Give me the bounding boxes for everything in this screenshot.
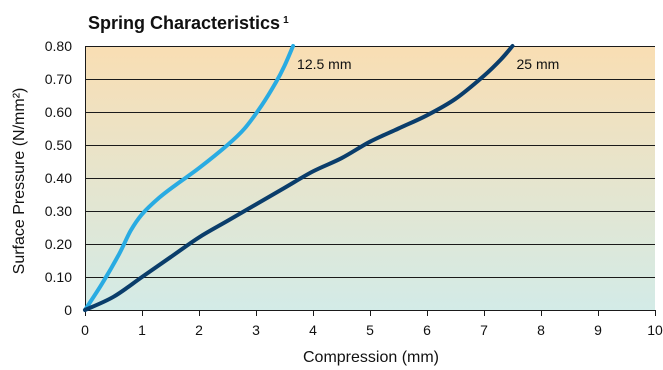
series-lines: [83, 44, 515, 312]
x-tick-label-5: 5: [366, 322, 374, 338]
chart-title-text: Spring Characteristics: [88, 13, 280, 33]
x-tick-labels: 0 1 2 3 4 5 6 7 8 9 10: [81, 322, 663, 338]
axes: [85, 46, 656, 316]
x-tick-label-2: 2: [195, 322, 203, 338]
y-tick-label-4: 0.40: [45, 170, 72, 186]
x-tick-label-7: 7: [480, 322, 488, 338]
y-tick-label-0: 0: [64, 302, 72, 318]
series-label-0: 12.5 mm: [297, 56, 351, 72]
y-tick-label-5: 0.50: [45, 137, 72, 153]
y-tick-label-6: 0.60: [45, 104, 72, 120]
gridlines: [85, 46, 655, 278]
y-axis-label: Surface Pressure (N/mm²): [11, 88, 28, 275]
y-tick-label-3: 0.30: [45, 203, 72, 219]
y-tick-label-2: 0.20: [45, 236, 72, 252]
series-line-1: [83, 44, 515, 312]
x-tick-label-10: 10: [647, 322, 663, 338]
y-tick-label-8: 0.80: [45, 38, 72, 54]
x-tick-label-0: 0: [81, 322, 89, 338]
chart-title: Spring Characteristics 1: [88, 13, 289, 33]
series-label-1: 25 mm: [517, 56, 560, 72]
series-labels: 12.5 mm 25 mm: [297, 56, 559, 72]
x-tick-label-8: 8: [537, 322, 545, 338]
x-tick-label-1: 1: [138, 322, 146, 338]
x-tick-label-9: 9: [594, 322, 602, 338]
x-tick-label-6: 6: [423, 322, 431, 338]
series-line-0: [83, 44, 296, 312]
x-tick-label-4: 4: [309, 322, 317, 338]
x-tick-label-3: 3: [252, 322, 260, 338]
y-tick-labels: 0 0.10 0.20 0.30 0.40 0.50 0.60 0.70 0.80: [45, 38, 72, 318]
y-tick-label-7: 0.70: [45, 71, 72, 87]
x-axis-label: Compression (mm): [303, 349, 439, 366]
y-tick-label-1: 0.10: [45, 269, 72, 285]
chart-title-footnote: 1: [283, 15, 289, 26]
